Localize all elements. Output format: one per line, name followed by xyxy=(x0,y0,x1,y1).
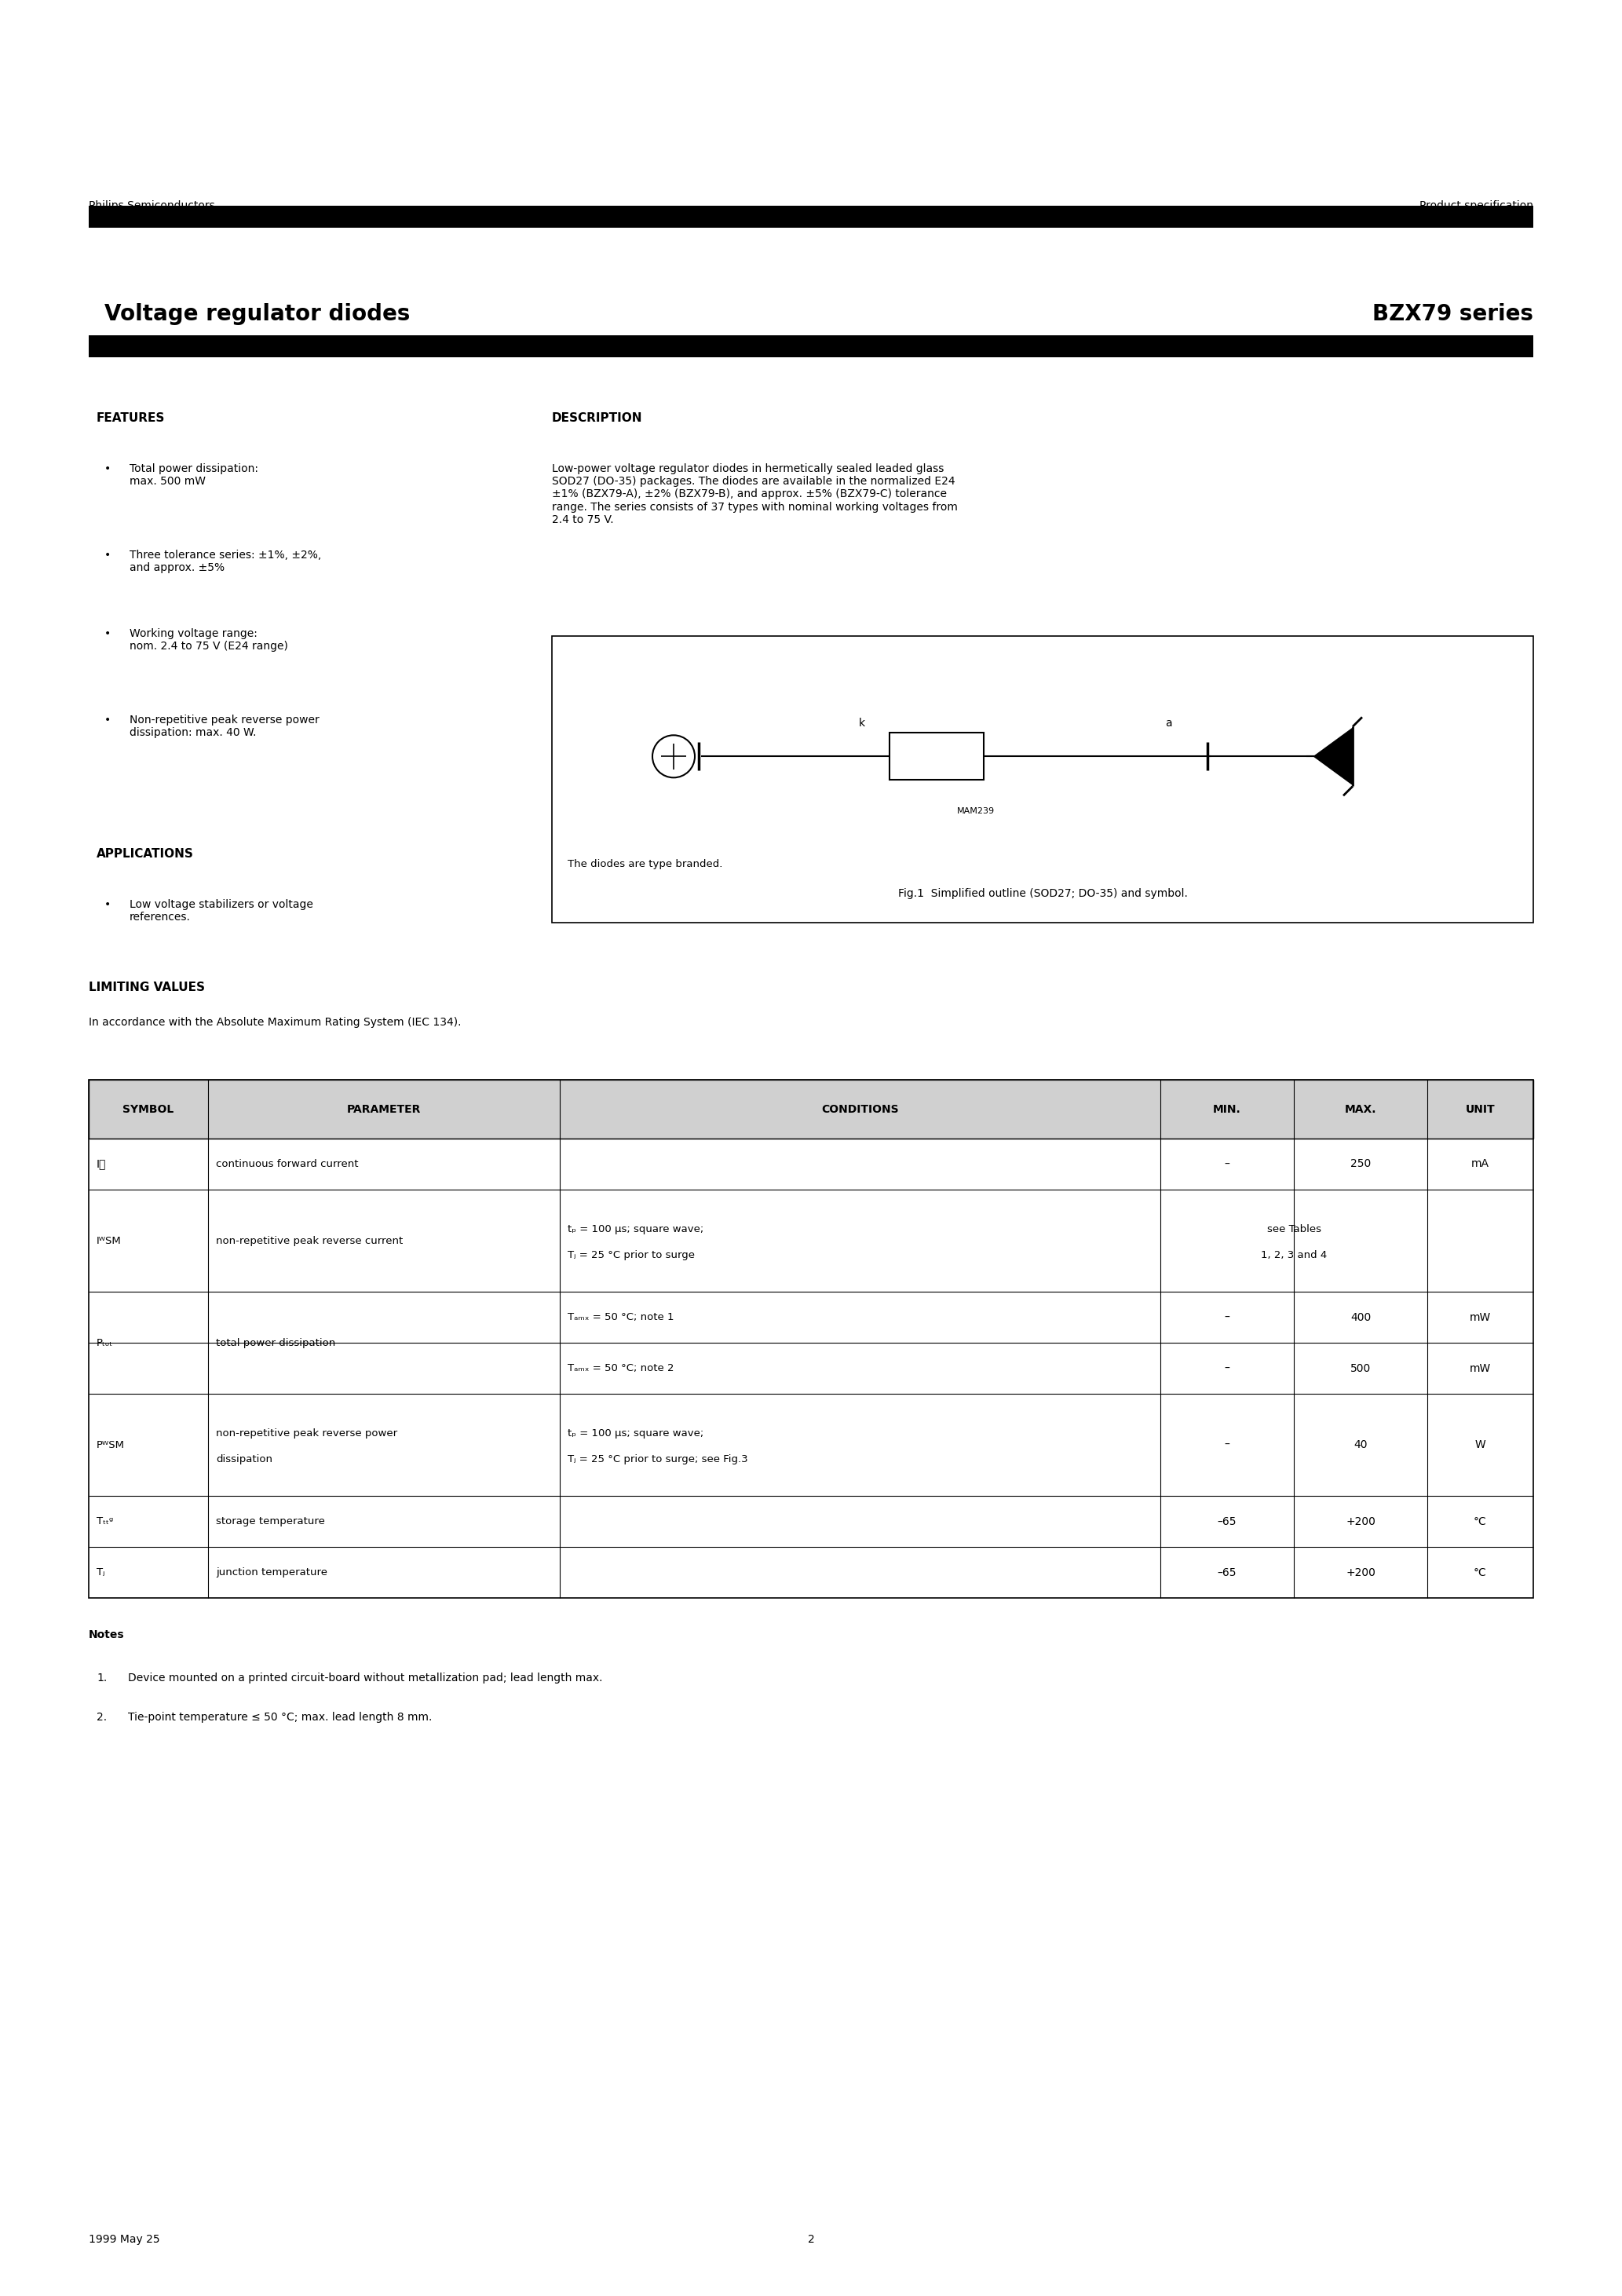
Text: °C: °C xyxy=(1474,1566,1487,1577)
Text: Non-repetitive peak reverse power
dissipation: max. 40 W.: Non-repetitive peak reverse power dissip… xyxy=(130,714,320,739)
Text: Device mounted on a printed circuit-board without metallization pad; lead length: Device mounted on a printed circuit-boar… xyxy=(128,1671,602,1683)
Text: MAM239: MAM239 xyxy=(957,808,994,815)
Text: BZX79 series: BZX79 series xyxy=(1372,303,1533,326)
Text: DESCRIPTION: DESCRIPTION xyxy=(551,413,642,425)
Text: see Tables: see Tables xyxy=(1267,1224,1320,1233)
Text: Three tolerance series: ±1%, ±2%,
and approx. ±5%: Three tolerance series: ±1%, ±2%, and ap… xyxy=(130,549,321,574)
Text: –: – xyxy=(1225,1364,1229,1373)
Text: Tⱼ: Tⱼ xyxy=(97,1568,105,1577)
Text: –: – xyxy=(1225,1440,1229,1451)
Text: non-repetitive peak reverse current: non-repetitive peak reverse current xyxy=(216,1235,402,1247)
Text: Voltage regulator diodes: Voltage regulator diodes xyxy=(104,303,410,326)
Text: Low voltage stabilizers or voltage
references.: Low voltage stabilizers or voltage refer… xyxy=(130,900,313,923)
Text: Philips Semiconductors: Philips Semiconductors xyxy=(89,200,216,211)
Text: •: • xyxy=(104,629,110,638)
Text: k: k xyxy=(858,719,865,728)
Text: tₚ = 100 μs; square wave;: tₚ = 100 μs; square wave; xyxy=(568,1428,704,1437)
Bar xyxy=(89,1079,1533,1139)
Text: mW: mW xyxy=(1470,1364,1491,1373)
Text: I₟: I₟ xyxy=(97,1159,107,1169)
Text: –: – xyxy=(1225,1159,1229,1169)
Text: Product specification: Product specification xyxy=(1419,200,1533,211)
Text: 2.: 2. xyxy=(97,1713,107,1722)
Text: mA: mA xyxy=(1471,1159,1489,1169)
Text: Working voltage range:
nom. 2.4 to 75 V (E24 range): Working voltage range: nom. 2.4 to 75 V … xyxy=(130,629,289,652)
Text: 1.: 1. xyxy=(97,1671,107,1683)
Text: Total power dissipation:
max. 500 mW: Total power dissipation: max. 500 mW xyxy=(130,464,258,487)
Text: The diodes are type branded.: The diodes are type branded. xyxy=(568,859,722,870)
Text: storage temperature: storage temperature xyxy=(216,1515,324,1527)
Text: Low-power voltage regulator diodes in hermetically sealed leaded glass
SOD27 (DO: Low-power voltage regulator diodes in he… xyxy=(551,464,957,526)
Text: 500: 500 xyxy=(1350,1364,1371,1373)
Text: •: • xyxy=(104,549,110,560)
Text: +200: +200 xyxy=(1346,1566,1375,1577)
Text: –: – xyxy=(1225,1311,1229,1322)
Polygon shape xyxy=(1314,728,1353,785)
Text: APPLICATIONS: APPLICATIONS xyxy=(97,847,193,859)
Text: PARAMETER: PARAMETER xyxy=(347,1104,422,1114)
Text: non-repetitive peak reverse power: non-repetitive peak reverse power xyxy=(216,1428,397,1437)
Text: 400: 400 xyxy=(1350,1311,1371,1322)
Text: Tⱼ = 25 °C prior to surge: Tⱼ = 25 °C prior to surge xyxy=(568,1249,694,1261)
Text: mW: mW xyxy=(1470,1311,1491,1322)
Text: 250: 250 xyxy=(1350,1159,1371,1169)
Text: tₚ = 100 μs; square wave;: tₚ = 100 μs; square wave; xyxy=(568,1224,704,1233)
Bar xyxy=(89,1079,1533,1598)
Bar xyxy=(551,636,1533,923)
Text: Tₐₘₓ = 50 °C; note 2: Tₐₘₓ = 50 °C; note 2 xyxy=(568,1364,675,1373)
Text: junction temperature: junction temperature xyxy=(216,1568,328,1577)
Bar xyxy=(89,335,1533,358)
Text: 40: 40 xyxy=(1354,1440,1367,1451)
Text: 2: 2 xyxy=(808,2234,814,2245)
Text: W: W xyxy=(1474,1440,1486,1451)
Text: •: • xyxy=(104,714,110,726)
Text: Tₐₘₓ = 50 °C; note 1: Tₐₘₓ = 50 °C; note 1 xyxy=(568,1311,675,1322)
Text: +200: +200 xyxy=(1346,1515,1375,1527)
Text: •: • xyxy=(104,464,110,475)
Text: Tie-point temperature ≤ 50 °C; max. lead length 8 mm.: Tie-point temperature ≤ 50 °C; max. lead… xyxy=(128,1713,431,1722)
Text: Tⱼ = 25 °C prior to surge; see Fig.3: Tⱼ = 25 °C prior to surge; see Fig.3 xyxy=(568,1453,748,1465)
Text: 1999 May 25: 1999 May 25 xyxy=(89,2234,161,2245)
Text: –65: –65 xyxy=(1218,1515,1236,1527)
Bar xyxy=(89,207,1533,227)
Text: UNIT: UNIT xyxy=(1466,1104,1495,1114)
Text: MAX.: MAX. xyxy=(1345,1104,1377,1114)
Text: total power dissipation: total power dissipation xyxy=(216,1339,336,1348)
Bar xyxy=(889,732,983,781)
Text: MIN.: MIN. xyxy=(1213,1104,1241,1114)
Text: FEATURES: FEATURES xyxy=(97,413,165,425)
Text: continuous forward current: continuous forward current xyxy=(216,1159,358,1169)
Text: °C: °C xyxy=(1474,1515,1487,1527)
Text: Notes: Notes xyxy=(89,1630,125,1639)
Text: Pₜₒₜ: Pₜₒₜ xyxy=(97,1339,114,1348)
Text: –65: –65 xyxy=(1218,1566,1236,1577)
Text: In accordance with the Absolute Maximum Rating System (IEC 134).: In accordance with the Absolute Maximum … xyxy=(89,1017,461,1029)
Text: SYMBOL: SYMBOL xyxy=(123,1104,174,1114)
Text: dissipation: dissipation xyxy=(216,1453,272,1465)
Text: IᵂSM: IᵂSM xyxy=(97,1235,122,1247)
Bar xyxy=(89,1079,1533,1139)
Text: 1, 2, 3 and 4: 1, 2, 3 and 4 xyxy=(1260,1249,1327,1261)
Text: a: a xyxy=(1165,719,1171,728)
Text: PᵂSM: PᵂSM xyxy=(97,1440,125,1449)
Text: LIMITING VALUES: LIMITING VALUES xyxy=(89,980,204,994)
Text: Tₜₜᵍ: Tₜₜᵍ xyxy=(97,1515,114,1527)
Text: Fig.1  Simplified outline (SOD27; DO-35) and symbol.: Fig.1 Simplified outline (SOD27; DO-35) … xyxy=(899,889,1187,900)
Text: CONDITIONS: CONDITIONS xyxy=(821,1104,899,1114)
Text: •: • xyxy=(104,900,110,909)
